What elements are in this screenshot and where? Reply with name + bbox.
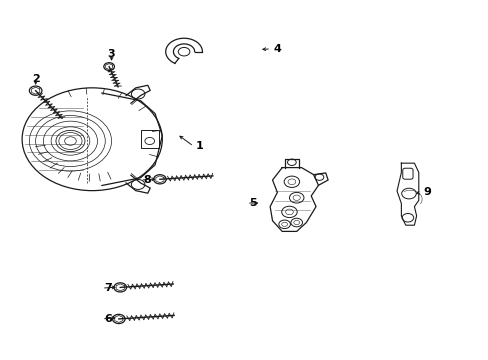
- Text: 9: 9: [423, 188, 430, 197]
- Text: 7: 7: [104, 283, 112, 293]
- Text: 3: 3: [107, 49, 115, 59]
- Text: 6: 6: [104, 314, 112, 324]
- Text: 5: 5: [249, 198, 256, 208]
- Text: 2: 2: [32, 74, 40, 84]
- Text: 8: 8: [142, 175, 150, 185]
- Text: 1: 1: [196, 141, 203, 151]
- Text: 4: 4: [273, 44, 281, 54]
- Bar: [140, 130, 159, 148]
